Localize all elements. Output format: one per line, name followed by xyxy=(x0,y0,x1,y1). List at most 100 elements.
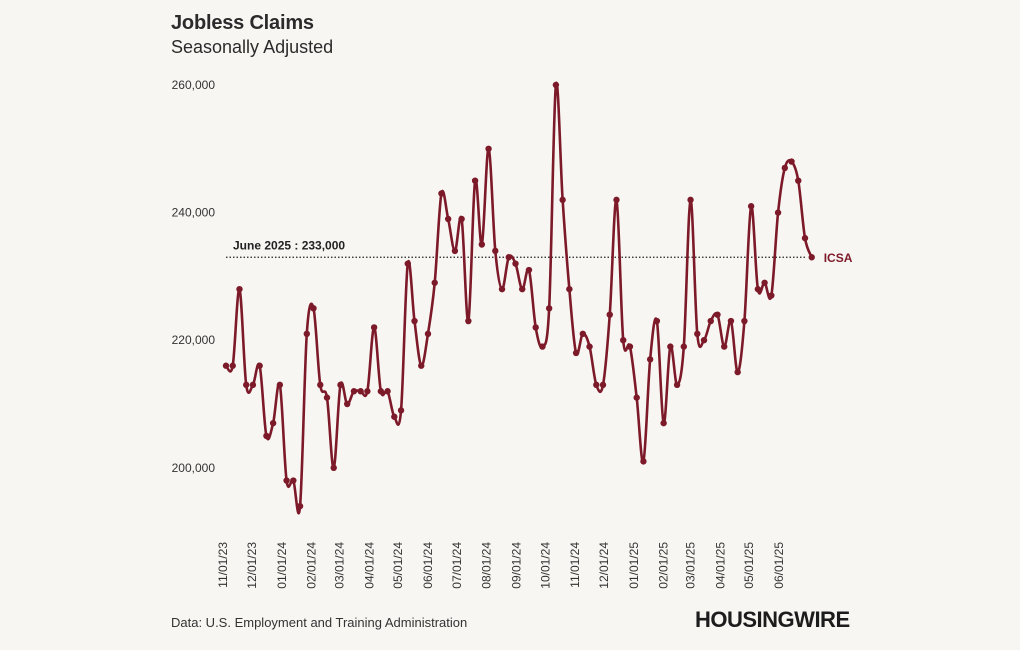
data-point xyxy=(350,388,358,395)
series-labels: ICSA xyxy=(824,251,853,265)
data-point xyxy=(478,241,486,248)
data-point xyxy=(451,247,459,255)
x-tick-label: 03/01/25 xyxy=(684,542,698,589)
data-point xyxy=(364,388,371,395)
data-point xyxy=(747,203,755,210)
data-point xyxy=(680,343,688,350)
data-point xyxy=(586,343,593,350)
data-point xyxy=(222,362,230,369)
x-tick-label: 07/01/24 xyxy=(450,542,464,589)
data-point xyxy=(276,381,284,389)
data-point xyxy=(761,279,768,286)
data-point xyxy=(343,400,351,408)
data-point xyxy=(263,432,270,440)
x-tick-label: 02/01/24 xyxy=(305,542,319,589)
x-tick-label: 08/01/24 xyxy=(480,542,494,589)
data-point xyxy=(424,330,432,338)
data-point xyxy=(249,381,257,389)
data-point xyxy=(532,324,539,331)
data-point xyxy=(444,215,452,223)
data-point xyxy=(795,177,802,184)
data-point xyxy=(296,502,304,510)
chart-title: Jobless Claims xyxy=(171,12,314,34)
data-point xyxy=(404,260,411,267)
data-point xyxy=(646,356,654,363)
data-point xyxy=(283,477,290,484)
data-point xyxy=(559,196,566,204)
y-axis: 200,000 220,000 240,000 260,000 xyxy=(172,78,216,475)
data-point xyxy=(310,305,317,312)
y-tick-label: 200,000 xyxy=(172,461,216,475)
data-point xyxy=(707,317,714,325)
x-tick-label: 11/01/24 xyxy=(568,542,582,588)
x-tick-label: 04/01/24 xyxy=(362,542,376,589)
data-point xyxy=(458,215,465,223)
series-group xyxy=(222,81,815,515)
y-tick-label: 240,000 xyxy=(172,206,216,220)
data-point xyxy=(754,285,762,293)
data-point xyxy=(694,330,701,338)
data-source-note: Data: U.S. Employment and Training Admin… xyxy=(171,615,468,630)
data-point xyxy=(384,388,391,395)
data-point xyxy=(411,317,418,325)
data-point xyxy=(438,190,445,197)
y-tick-label: 260,000 xyxy=(172,78,216,92)
x-tick-label: 01/01/24 xyxy=(275,542,289,589)
data-point xyxy=(620,337,627,344)
data-point xyxy=(667,343,674,350)
reference-line-group: June 2025 : 233,000 xyxy=(226,238,806,258)
data-point xyxy=(323,394,331,401)
data-point xyxy=(727,317,735,325)
data-point xyxy=(687,196,694,204)
data-point xyxy=(505,254,512,261)
data-point xyxy=(801,234,809,242)
data-point xyxy=(653,317,661,325)
data-point xyxy=(626,343,634,350)
data-point xyxy=(613,196,620,204)
data-point xyxy=(781,164,788,172)
data-point xyxy=(640,458,647,465)
series-label: ICSA xyxy=(824,251,853,265)
x-tick-label: 12/01/23 xyxy=(245,542,259,589)
data-point xyxy=(357,388,364,395)
x-tick-label: 05/01/25 xyxy=(742,542,756,589)
data-point xyxy=(243,381,250,389)
data-point xyxy=(391,413,398,420)
x-tick-label: 09/01/24 xyxy=(510,542,524,589)
data-point xyxy=(774,209,782,216)
x-axis: 11/01/23 12/01/23 01/01/24 02/01/24 03/01/24… xyxy=(216,542,786,589)
y-tick-label: 220,000 xyxy=(172,333,216,347)
data-point xyxy=(599,381,607,389)
reference-line-label: June 2025 : 233,000 xyxy=(233,238,345,252)
series-line xyxy=(224,81,814,515)
data-point xyxy=(471,177,479,184)
data-point xyxy=(700,337,708,344)
data-point xyxy=(545,305,553,312)
data-point xyxy=(808,254,815,261)
data-point xyxy=(566,285,573,293)
data-point xyxy=(552,81,560,89)
data-point xyxy=(539,343,546,350)
data-point xyxy=(236,285,243,293)
data-point xyxy=(418,362,425,369)
x-tick-label: 02/01/25 xyxy=(657,542,671,589)
data-point xyxy=(741,317,748,325)
data-point xyxy=(734,368,741,376)
data-point xyxy=(229,362,236,369)
data-point xyxy=(269,419,277,427)
data-point xyxy=(788,158,795,165)
data-point xyxy=(492,247,499,255)
data-point xyxy=(377,388,385,395)
data-point xyxy=(579,330,587,338)
data-point xyxy=(303,330,310,338)
data-point xyxy=(485,145,492,152)
data-point xyxy=(673,381,681,389)
data-point xyxy=(431,279,438,286)
x-tick-label: 04/01/25 xyxy=(713,542,727,589)
data-point xyxy=(337,381,344,389)
data-point xyxy=(525,266,533,274)
x-tick-label: 12/01/24 xyxy=(597,542,611,589)
data-point xyxy=(370,324,378,331)
data-point xyxy=(512,260,519,267)
data-point xyxy=(721,343,728,350)
